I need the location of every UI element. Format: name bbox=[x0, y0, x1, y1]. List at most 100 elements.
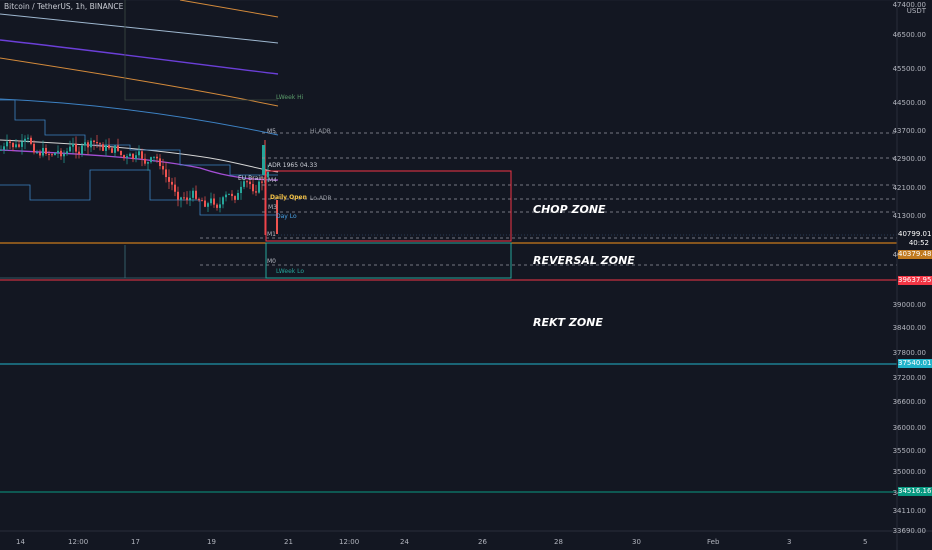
candle-body bbox=[192, 190, 194, 198]
price-axis-label: 47400.00 bbox=[892, 1, 926, 9]
time-axis-label: 3 bbox=[787, 538, 792, 546]
lweek-lo-label: LWeek Lo bbox=[276, 268, 305, 275]
candle-body bbox=[135, 155, 137, 159]
ma-orange-mid bbox=[0, 57, 279, 107]
candle-body bbox=[156, 156, 158, 159]
candle-body bbox=[159, 158, 161, 167]
candle-body bbox=[45, 147, 47, 154]
green-level-tag: 34516.16 bbox=[898, 487, 932, 496]
candle-body bbox=[3, 146, 5, 150]
candle-body bbox=[102, 144, 104, 151]
time-axis-label: 12:00 bbox=[68, 538, 89, 546]
candle-body bbox=[141, 151, 143, 159]
candle-body bbox=[207, 203, 209, 207]
candle-body bbox=[33, 143, 35, 153]
candle-body bbox=[126, 156, 128, 158]
price-axis-label: 33690.00 bbox=[892, 527, 926, 535]
candle-body bbox=[186, 197, 188, 201]
candle-body bbox=[171, 181, 173, 185]
candle-body bbox=[81, 145, 83, 155]
candle-body bbox=[87, 142, 89, 148]
candle-body bbox=[147, 162, 149, 164]
adr-label: ADR 1965 04.33 bbox=[268, 162, 318, 169]
ma-white bbox=[0, 139, 279, 173]
rekt-zone-label: REKT ZONE bbox=[533, 316, 603, 329]
candle-body bbox=[117, 145, 119, 151]
candle-body bbox=[132, 153, 134, 159]
candle-body bbox=[72, 143, 74, 147]
step-line-1 bbox=[0, 99, 278, 176]
candle-body bbox=[222, 197, 224, 205]
price-axis-label: 39000.00 bbox=[892, 301, 926, 309]
candle-body bbox=[201, 200, 203, 202]
candle-body bbox=[234, 196, 236, 200]
time-axis-label: 26 bbox=[478, 538, 487, 546]
day-lo-label: Day Lo bbox=[276, 213, 297, 220]
m0-label: M0 bbox=[267, 258, 276, 265]
price-axis-label: 34110.00 bbox=[892, 507, 926, 515]
time-axis-label: 19 bbox=[207, 538, 216, 546]
candle-body bbox=[189, 197, 191, 201]
candle-body bbox=[111, 148, 113, 153]
lo-adr-label: Lo ADR bbox=[310, 195, 332, 202]
candlesticks bbox=[0, 133, 278, 235]
candle-body bbox=[255, 191, 257, 193]
candle-body bbox=[78, 151, 80, 155]
candle-body bbox=[225, 194, 227, 198]
chop-zone-label: CHOP ZONE bbox=[533, 203, 606, 216]
candle-body bbox=[51, 154, 53, 156]
candle-body bbox=[129, 153, 131, 157]
m5-label: M5 bbox=[267, 128, 276, 135]
candle-body bbox=[249, 181, 251, 185]
candle-body bbox=[6, 141, 8, 147]
candle-body bbox=[165, 169, 167, 178]
candle-body bbox=[21, 141, 23, 147]
time-axis-label: 12:00 bbox=[339, 538, 360, 546]
candle-body bbox=[108, 145, 110, 149]
orange-level-tag: 40379.48 bbox=[898, 250, 932, 259]
symbol-title[interactable]: Bitcoin / TetherUS, 1h, BINANCE bbox=[4, 2, 124, 11]
price-axis-label: 46500.00 bbox=[892, 31, 926, 39]
candle-body bbox=[177, 191, 179, 200]
candle-body bbox=[57, 150, 59, 153]
time-axis-label: 24 bbox=[400, 538, 409, 546]
time-axis-label: Feb bbox=[707, 538, 720, 546]
candle-body bbox=[15, 144, 17, 148]
candle-body bbox=[243, 181, 245, 187]
candle-body bbox=[54, 152, 56, 156]
lweek-hi-line bbox=[124, 0, 278, 101]
candle-body bbox=[252, 184, 254, 192]
red-level-tag: 39637.95 bbox=[898, 276, 932, 285]
time-axis-label: 14 bbox=[16, 538, 25, 546]
candle-body bbox=[27, 137, 29, 139]
candle-body bbox=[168, 177, 170, 182]
candle-body bbox=[30, 137, 32, 144]
candle-body bbox=[75, 143, 77, 152]
candle-body bbox=[138, 151, 140, 156]
candle-body bbox=[9, 141, 11, 143]
currency-label[interactable]: USDT bbox=[906, 7, 926, 15]
candle-body bbox=[90, 140, 92, 148]
lweek-hi-label: LWeek Hi bbox=[276, 94, 304, 101]
price-axis-label: 42100.00 bbox=[892, 184, 926, 192]
candle-body bbox=[144, 158, 146, 164]
candle-body bbox=[63, 153, 65, 157]
candle-body bbox=[276, 200, 278, 234]
daily-open-label: Daily Open bbox=[270, 194, 307, 201]
candle-body bbox=[219, 204, 221, 208]
candle-body bbox=[195, 190, 197, 199]
candle-body bbox=[96, 142, 98, 144]
candle-body bbox=[258, 181, 260, 193]
candle-body bbox=[66, 151, 68, 154]
ma-orange-upper bbox=[179, 0, 279, 18]
candle-body bbox=[153, 156, 155, 158]
countdown-tag: 40:52 bbox=[898, 239, 932, 248]
candle-body bbox=[24, 138, 26, 142]
candle-body bbox=[48, 153, 50, 155]
candle-body bbox=[213, 198, 215, 205]
candle-body bbox=[198, 198, 200, 201]
time-axis-label: 28 bbox=[554, 538, 563, 546]
candle-body bbox=[174, 184, 176, 192]
price-axis-label: 37800.00 bbox=[892, 349, 926, 357]
